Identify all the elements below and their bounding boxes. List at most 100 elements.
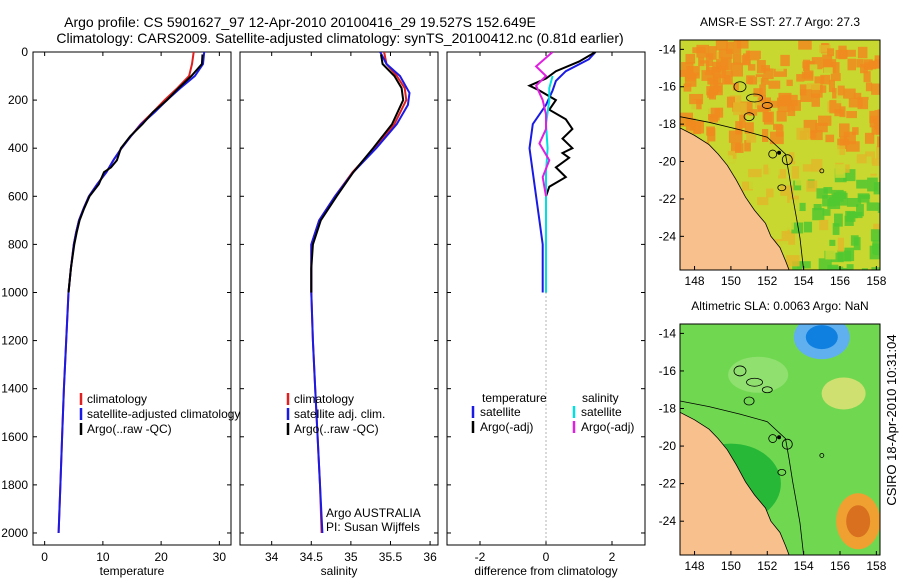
sst-cell (810, 130, 823, 141)
sst-cell (736, 40, 749, 49)
sst-cell (753, 88, 763, 97)
sst-cell (768, 161, 780, 176)
sst-cell (848, 98, 863, 108)
sst-cell (715, 145, 723, 159)
sst-cell (871, 267, 880, 270)
sst-cell (778, 168, 787, 179)
sst-cell (798, 40, 812, 50)
sst-cell (744, 140, 751, 152)
sst-cell (782, 95, 790, 105)
sst-cell (839, 106, 846, 118)
sst-cell (705, 53, 714, 67)
sst-cell (847, 211, 858, 219)
map-x-tick-label: 156 (830, 559, 850, 573)
sst-cell (871, 60, 880, 69)
series-line-salinity-satellite (544, 75, 554, 293)
sst-cell (852, 127, 859, 135)
sst-cell (830, 72, 841, 82)
reef-outline (768, 434, 778, 443)
reef-outline (761, 386, 773, 394)
sst-cell (795, 178, 805, 186)
sst-cell (775, 124, 784, 137)
sst-cell (762, 128, 769, 142)
sst-cell (754, 100, 762, 108)
sst-cell (736, 79, 745, 90)
reef-outline (743, 396, 755, 406)
sst-cell (871, 158, 880, 166)
map-y-tick-label: -22 (659, 477, 677, 491)
sst-cell (825, 134, 835, 143)
sst-cell (754, 192, 767, 200)
x-tick-label: 2 (609, 550, 616, 564)
map-title: AMSR-E SST: 27.7 Argo: 27.3 (700, 15, 860, 29)
sst-cell (685, 118, 696, 131)
sla-low-core (805, 325, 838, 350)
x-axis-label: temperature (100, 564, 165, 578)
x-axis-label: difference from climatology (474, 564, 617, 578)
reef-outline (743, 112, 755, 122)
sst-cell (856, 204, 864, 217)
land-mass (680, 411, 790, 555)
sst-cell (726, 96, 735, 108)
map-x-tick-label: 148 (685, 559, 705, 573)
sst-cell (847, 58, 857, 71)
sst-cell (811, 93, 820, 107)
sst-cell (730, 62, 744, 77)
reef-outline (819, 453, 825, 458)
sst-cell (757, 105, 769, 113)
sst-cell (820, 74, 831, 85)
sst-cell (768, 60, 782, 72)
sla-anomaly (821, 377, 866, 410)
series-line-temperature-argo-adj- (527, 52, 597, 197)
sst-cell (715, 40, 728, 51)
reef-outline (819, 168, 825, 174)
annotation-line1: Argo AUSTRALIA (326, 506, 421, 520)
series-line-argo-raw-qc- (67, 54, 204, 293)
sst-cell (825, 249, 836, 260)
sst-cell (846, 111, 857, 119)
sst-cell (708, 46, 717, 60)
sst-cell (827, 148, 834, 159)
sst-cell (748, 109, 758, 116)
x-tick-label: 0 (41, 550, 48, 564)
map-field (680, 40, 880, 270)
map-y-tick-label: -24 (659, 229, 677, 243)
map-y-tick-label: -16 (659, 80, 677, 94)
sst-cell (845, 223, 854, 235)
sst-cell (835, 164, 846, 178)
sst-cell (748, 168, 762, 178)
sst-cell (796, 261, 811, 269)
sst-cell (736, 75, 746, 82)
sst-cell (727, 158, 741, 173)
sst-cell (724, 75, 731, 84)
sst-cell (846, 197, 859, 207)
sst-cell (815, 122, 828, 133)
y-tick-label: 200 (8, 93, 28, 107)
side-note: CSIRO 18-Apr-2010 10:31:04 (884, 334, 899, 505)
series-line-satellite-adj-clim- (310, 52, 411, 534)
sst-cell (861, 198, 871, 212)
sst-cell (793, 116, 805, 128)
sst-cell (834, 213, 843, 227)
sst-cell (830, 266, 844, 270)
sst-cell (867, 177, 878, 192)
reef-outline (733, 81, 747, 93)
legend-entry: climatology (294, 392, 354, 406)
x-tick-label: 20 (154, 550, 168, 564)
sst-cell (706, 86, 718, 96)
sst-cell (863, 59, 873, 71)
sla-map-panel: Altimetric SLA: 0.0063 Argo: NaN 148 150 15… (659, 299, 887, 573)
map-y-tick-label: -20 (659, 155, 677, 169)
sst-cell (698, 57, 705, 67)
sst-cell (819, 85, 827, 93)
legend-entry: Argo(-adj) (581, 420, 634, 434)
sst-cell (850, 235, 859, 246)
legend-entry: satellite-adjusted climatology (87, 407, 240, 421)
sst-cell (773, 68, 787, 77)
sst-cell (819, 219, 829, 231)
x-tick-label: 34.5 (300, 550, 324, 564)
sst-cell (796, 127, 811, 140)
sst-cell (729, 95, 742, 107)
sst-cell (871, 125, 880, 135)
